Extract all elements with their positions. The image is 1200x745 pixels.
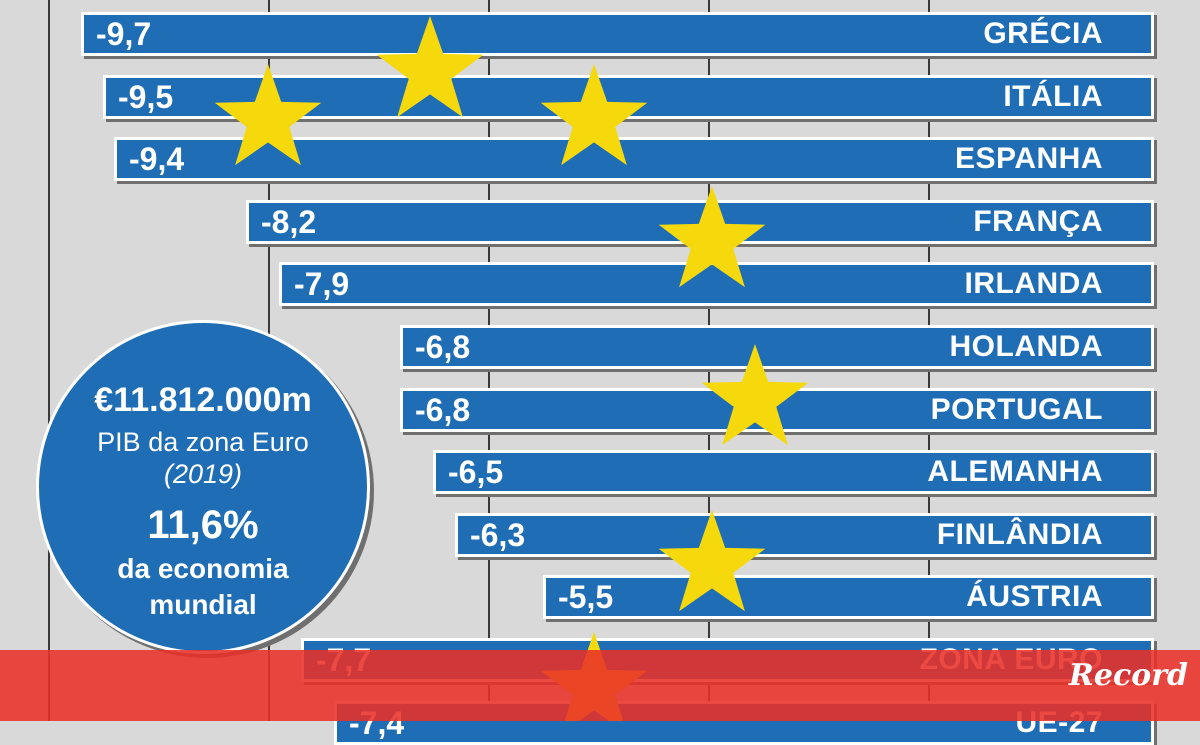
world-share-caption-2: mundial <box>149 589 257 620</box>
bar-value-label: -9,4 <box>129 141 185 178</box>
bar-value-label: -9,5 <box>118 78 174 115</box>
gridline <box>48 0 50 721</box>
bar: -9,7 GRÉCIA <box>81 12 1154 56</box>
bar-category-label: GRÉCIA <box>983 17 1103 50</box>
bar-category-label: FRANÇA <box>973 204 1103 238</box>
bar-value-label: -6,8 <box>415 329 471 365</box>
world-share: 11,6% <box>147 503 259 547</box>
bar-value-label: -9,7 <box>96 16 152 52</box>
bar-category-label: PORTUGAL <box>930 392 1103 426</box>
bar: -6,8 HOLANDA <box>400 325 1154 369</box>
bar-category-label: HOLANDA <box>949 330 1103 363</box>
world-share-caption-1: da economia <box>117 553 289 584</box>
bar: -6,8 PORTUGAL <box>400 387 1154 432</box>
bar-value-label: -7,9 <box>294 266 350 303</box>
bar-value-label: -6,5 <box>448 454 504 491</box>
bar: -5,5 ÁUSTRIA <box>543 575 1154 620</box>
bar: -6,3 FINLÂNDIA <box>455 512 1154 557</box>
bar-value-label: -8,2 <box>261 203 317 240</box>
bar-value-label: -6,8 <box>415 391 471 428</box>
gdp-amount: €11.812.000m <box>94 381 312 419</box>
bar-category-label: ALEMANHA <box>927 455 1103 489</box>
bar-category-label: ÁUSTRIA <box>966 580 1103 614</box>
bar: -9,5 ITÁLIA <box>103 74 1154 119</box>
bar-value-label: -5,5 <box>558 579 614 616</box>
bar-value-label: -6,3 <box>470 516 526 553</box>
gdp-caption: PIB da zona Euro <box>97 427 309 457</box>
bar: -8,2 FRANÇA <box>246 199 1154 244</box>
gdp-info-bubble: €11.812.000m PIB da zona Euro (2019) 11,… <box>36 320 370 654</box>
bar-category-label: ITÁLIA <box>1003 79 1103 113</box>
bar: -6,5 ALEMANHA <box>433 450 1154 495</box>
record-logo[interactable]: Record <box>1068 658 1188 693</box>
bar-category-label: FINLÂNDIA <box>936 517 1103 551</box>
bar-category-label: ESPANHA <box>955 142 1103 176</box>
bar: -7,9 IRLANDA <box>279 262 1154 307</box>
brand-overlay-banner <box>0 650 1200 721</box>
bar-category-label: IRLANDA <box>964 267 1103 301</box>
bar: -9,4 ESPANHA <box>114 137 1154 182</box>
gdp-year: (2019) <box>163 459 243 489</box>
